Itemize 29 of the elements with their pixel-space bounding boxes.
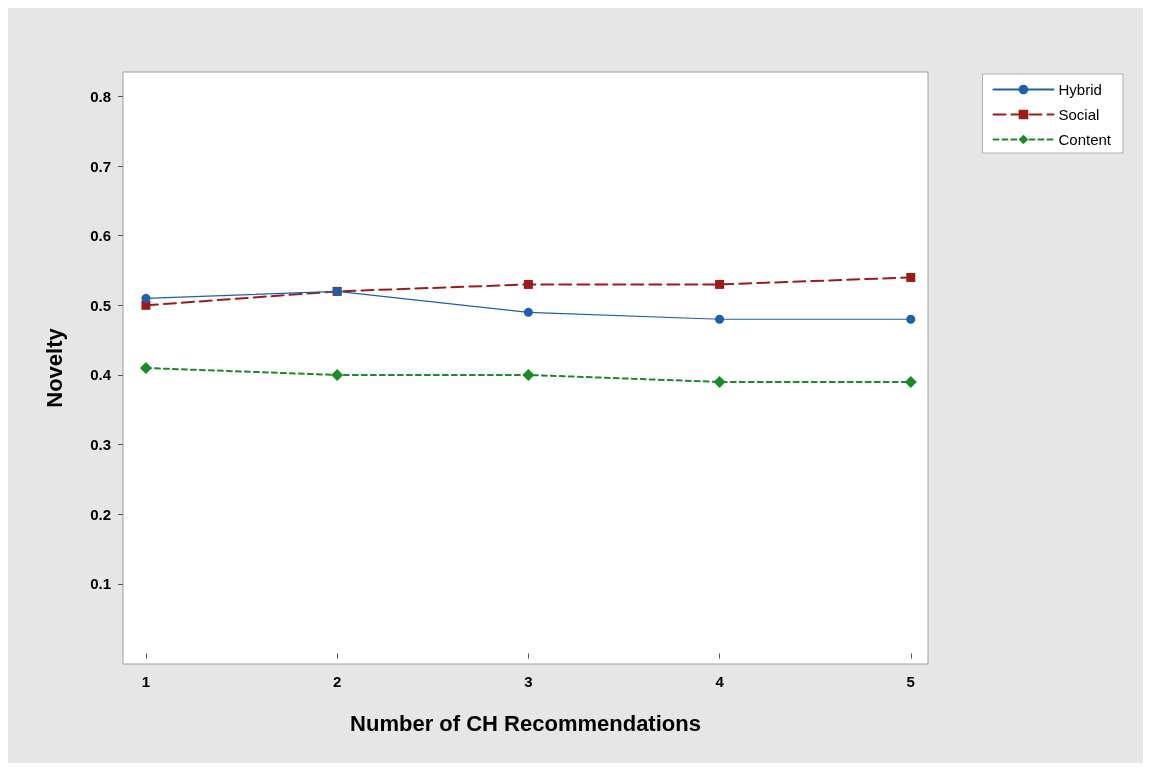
y-tick-label: 0.3	[90, 436, 111, 454]
point	[523, 279, 533, 289]
point	[713, 375, 726, 388]
point	[715, 279, 725, 289]
point	[522, 368, 535, 381]
x-tick-label: 4	[715, 673, 725, 690]
x-tick-label: 5	[906, 673, 915, 690]
legend-label: Content	[1058, 131, 1112, 148]
y-tick-label: 0.4	[90, 366, 112, 384]
y-tick-label: 0.7	[90, 157, 111, 175]
point	[906, 272, 916, 282]
legend-label: Hybrid	[1058, 81, 1102, 98]
point	[139, 362, 152, 374]
y-tick-label: 0.2	[90, 505, 111, 523]
y-tick-label: 0.6	[90, 227, 111, 245]
point	[523, 307, 533, 317]
y-axis-title: Novelty	[41, 327, 67, 408]
point	[141, 293, 151, 303]
x-tick-label: 3	[524, 673, 533, 690]
y-tick-label: 0.5	[90, 296, 111, 314]
x-tick-label: 1	[141, 673, 151, 690]
y-tick-label: 0.1	[90, 575, 111, 593]
legend-label: Social	[1058, 106, 1100, 123]
point	[331, 368, 344, 381]
x-tick-label: 2	[332, 673, 342, 690]
point	[715, 314, 725, 324]
point	[906, 314, 916, 324]
y-tick-label: 0.8	[90, 87, 111, 105]
x-axis-title: Number of CH Recommendations	[350, 710, 701, 736]
